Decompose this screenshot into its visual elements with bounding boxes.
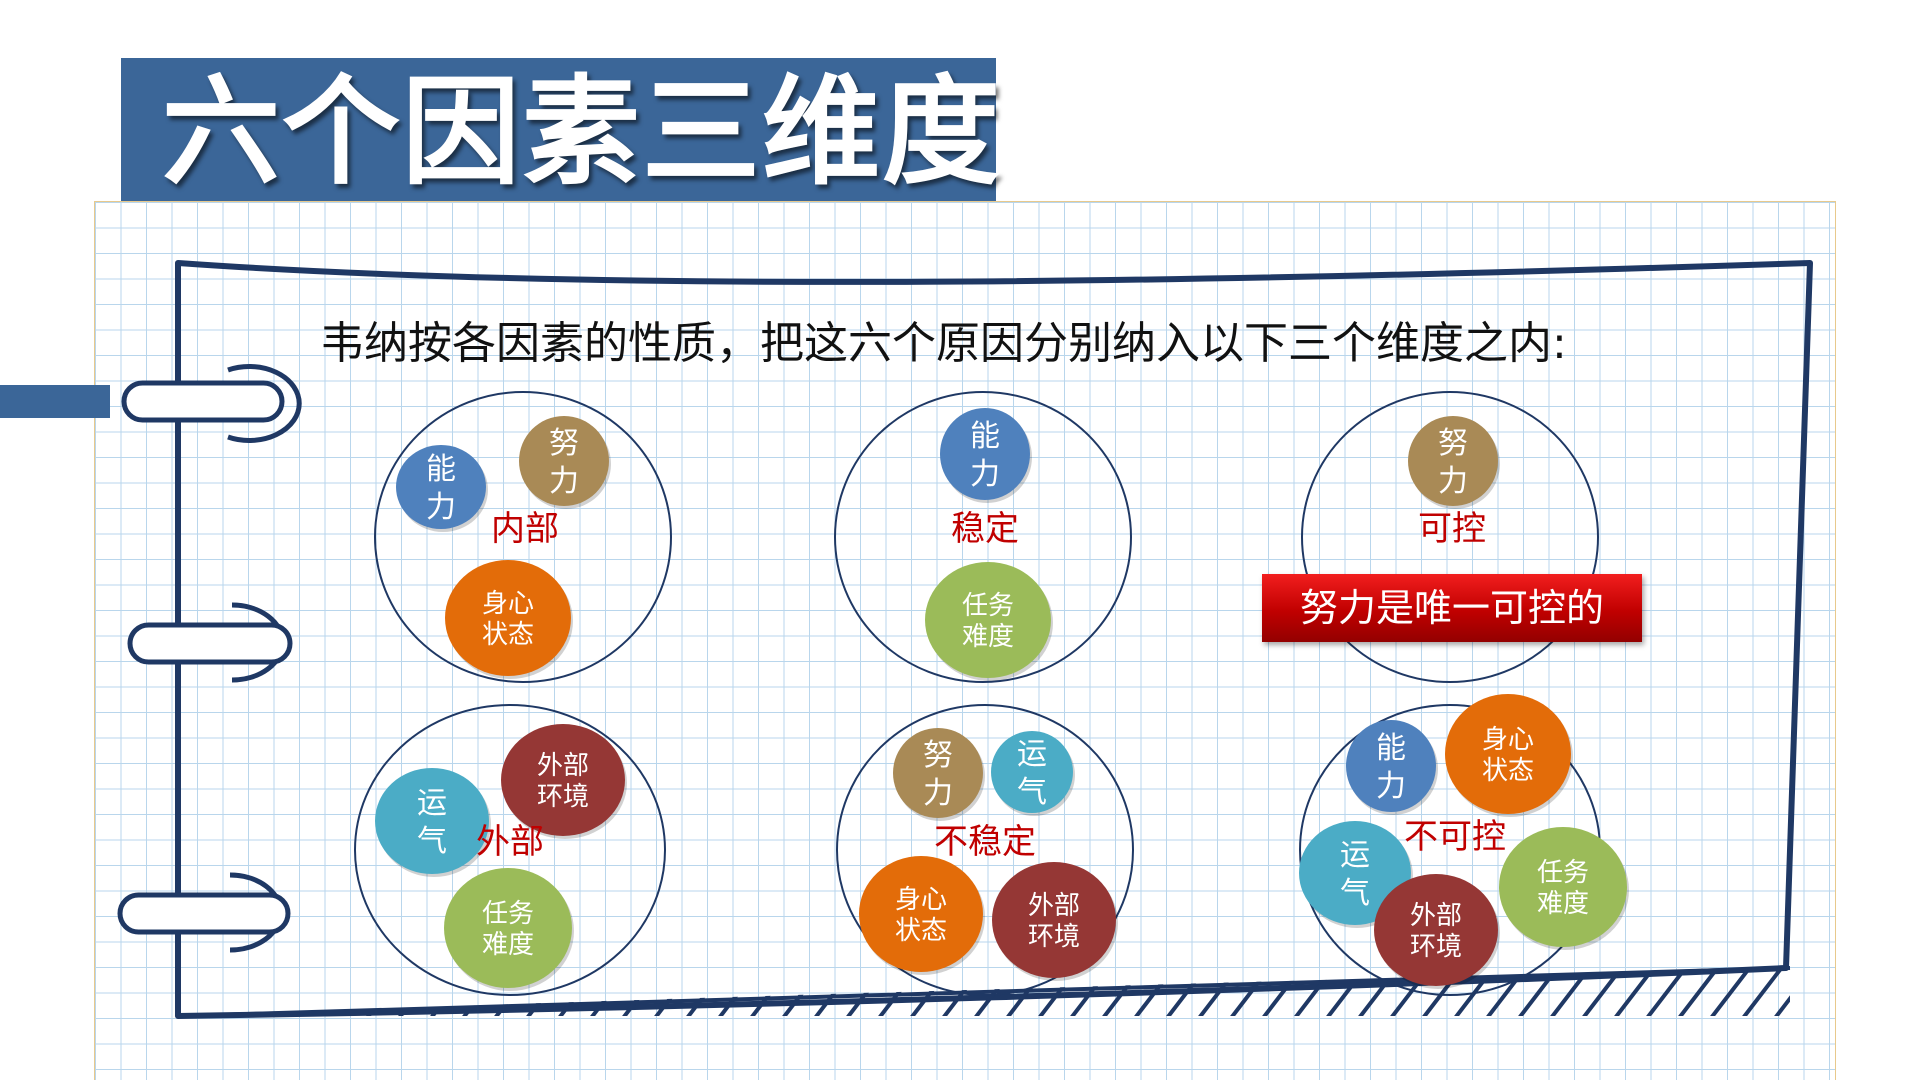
effort-controllable-banner: 努力是唯一可控的	[1262, 574, 1642, 642]
factor-label: 力	[549, 464, 579, 499]
factor-label: 身心	[1482, 725, 1534, 755]
factor-label: 气	[417, 824, 447, 859]
factor-label: 努	[1438, 426, 1468, 461]
factor-label: 环境	[537, 782, 589, 812]
factor-label: 气	[1017, 775, 1047, 810]
factor-label: 力	[1438, 464, 1468, 499]
factor-label: 力	[426, 490, 456, 525]
left-accent-tab	[0, 385, 110, 418]
factor-label: 难度	[1537, 889, 1589, 919]
spiral-ring-top	[121, 364, 302, 443]
factor-label: 外部	[1410, 901, 1462, 931]
factor-effort: 努力	[893, 728, 985, 821]
slide-title: 六个因素三维度	[162, 63, 1003, 201]
factor-ability: 能力	[940, 408, 1032, 503]
factor-effort: 努力	[1408, 416, 1500, 509]
factor-label: 外部	[1028, 891, 1080, 921]
dimension-label: 稳定	[951, 509, 1019, 549]
factor-label: 能	[970, 419, 1000, 454]
factor-luck: 运气	[991, 731, 1075, 816]
factor-label: 难度	[962, 622, 1014, 652]
factor-label: 努	[549, 426, 579, 461]
factor-label: 难度	[482, 930, 534, 960]
factor-label: 力	[923, 776, 953, 811]
dimension-ellipse	[354, 704, 666, 996]
intro-text: 韦纳按各因素的性质，把这六个原因分别纳入以下三个维度之内:	[320, 318, 1567, 369]
factor-label: 运	[1017, 737, 1047, 772]
dimension-ellipse	[834, 391, 1132, 683]
factor-label: 环境	[1410, 932, 1462, 962]
spiral-ring-middle	[127, 602, 293, 683]
spiral-ring-bottom	[117, 872, 291, 953]
dimension-ellipse	[1301, 391, 1599, 683]
factor-effort: 努力	[519, 416, 611, 509]
factor-label: 努	[923, 738, 953, 773]
factor-label: 状态	[1482, 756, 1534, 786]
factor-label: 外部	[537, 751, 589, 781]
factor-luck: 运气	[375, 768, 491, 877]
factor-label: 状态	[482, 620, 534, 650]
factor-label: 能	[426, 452, 456, 487]
factor-label: 环境	[1028, 922, 1080, 952]
factor-label: 身心	[895, 885, 947, 915]
factor-label: 任务	[482, 899, 534, 929]
factor-label: 气	[1340, 876, 1370, 911]
dimension-label: 内部	[491, 509, 559, 549]
factor-label: 任务	[1537, 858, 1589, 888]
dimension-label: 不稳定	[934, 822, 1036, 862]
dimension-ellipse	[374, 391, 672, 683]
factor-label: 身心	[482, 589, 534, 619]
factor-label: 任务	[962, 591, 1014, 621]
factor-label: 能	[1376, 731, 1406, 766]
factor-label: 力	[1376, 769, 1406, 804]
factor-ability: 能力	[1346, 720, 1438, 815]
factor-ability: 能力	[396, 445, 488, 532]
factor-label: 运	[1340, 838, 1370, 873]
dimension-label: 可控	[1418, 509, 1486, 549]
factor-label: 状态	[895, 916, 947, 946]
factor-label: 运	[417, 786, 447, 821]
dimension-label: 外部	[476, 822, 544, 862]
dimension-label: 不可控	[1404, 817, 1506, 857]
factor-label: 力	[970, 457, 1000, 492]
dimension-ellipse	[836, 704, 1134, 996]
title-banner	[121, 58, 996, 203]
